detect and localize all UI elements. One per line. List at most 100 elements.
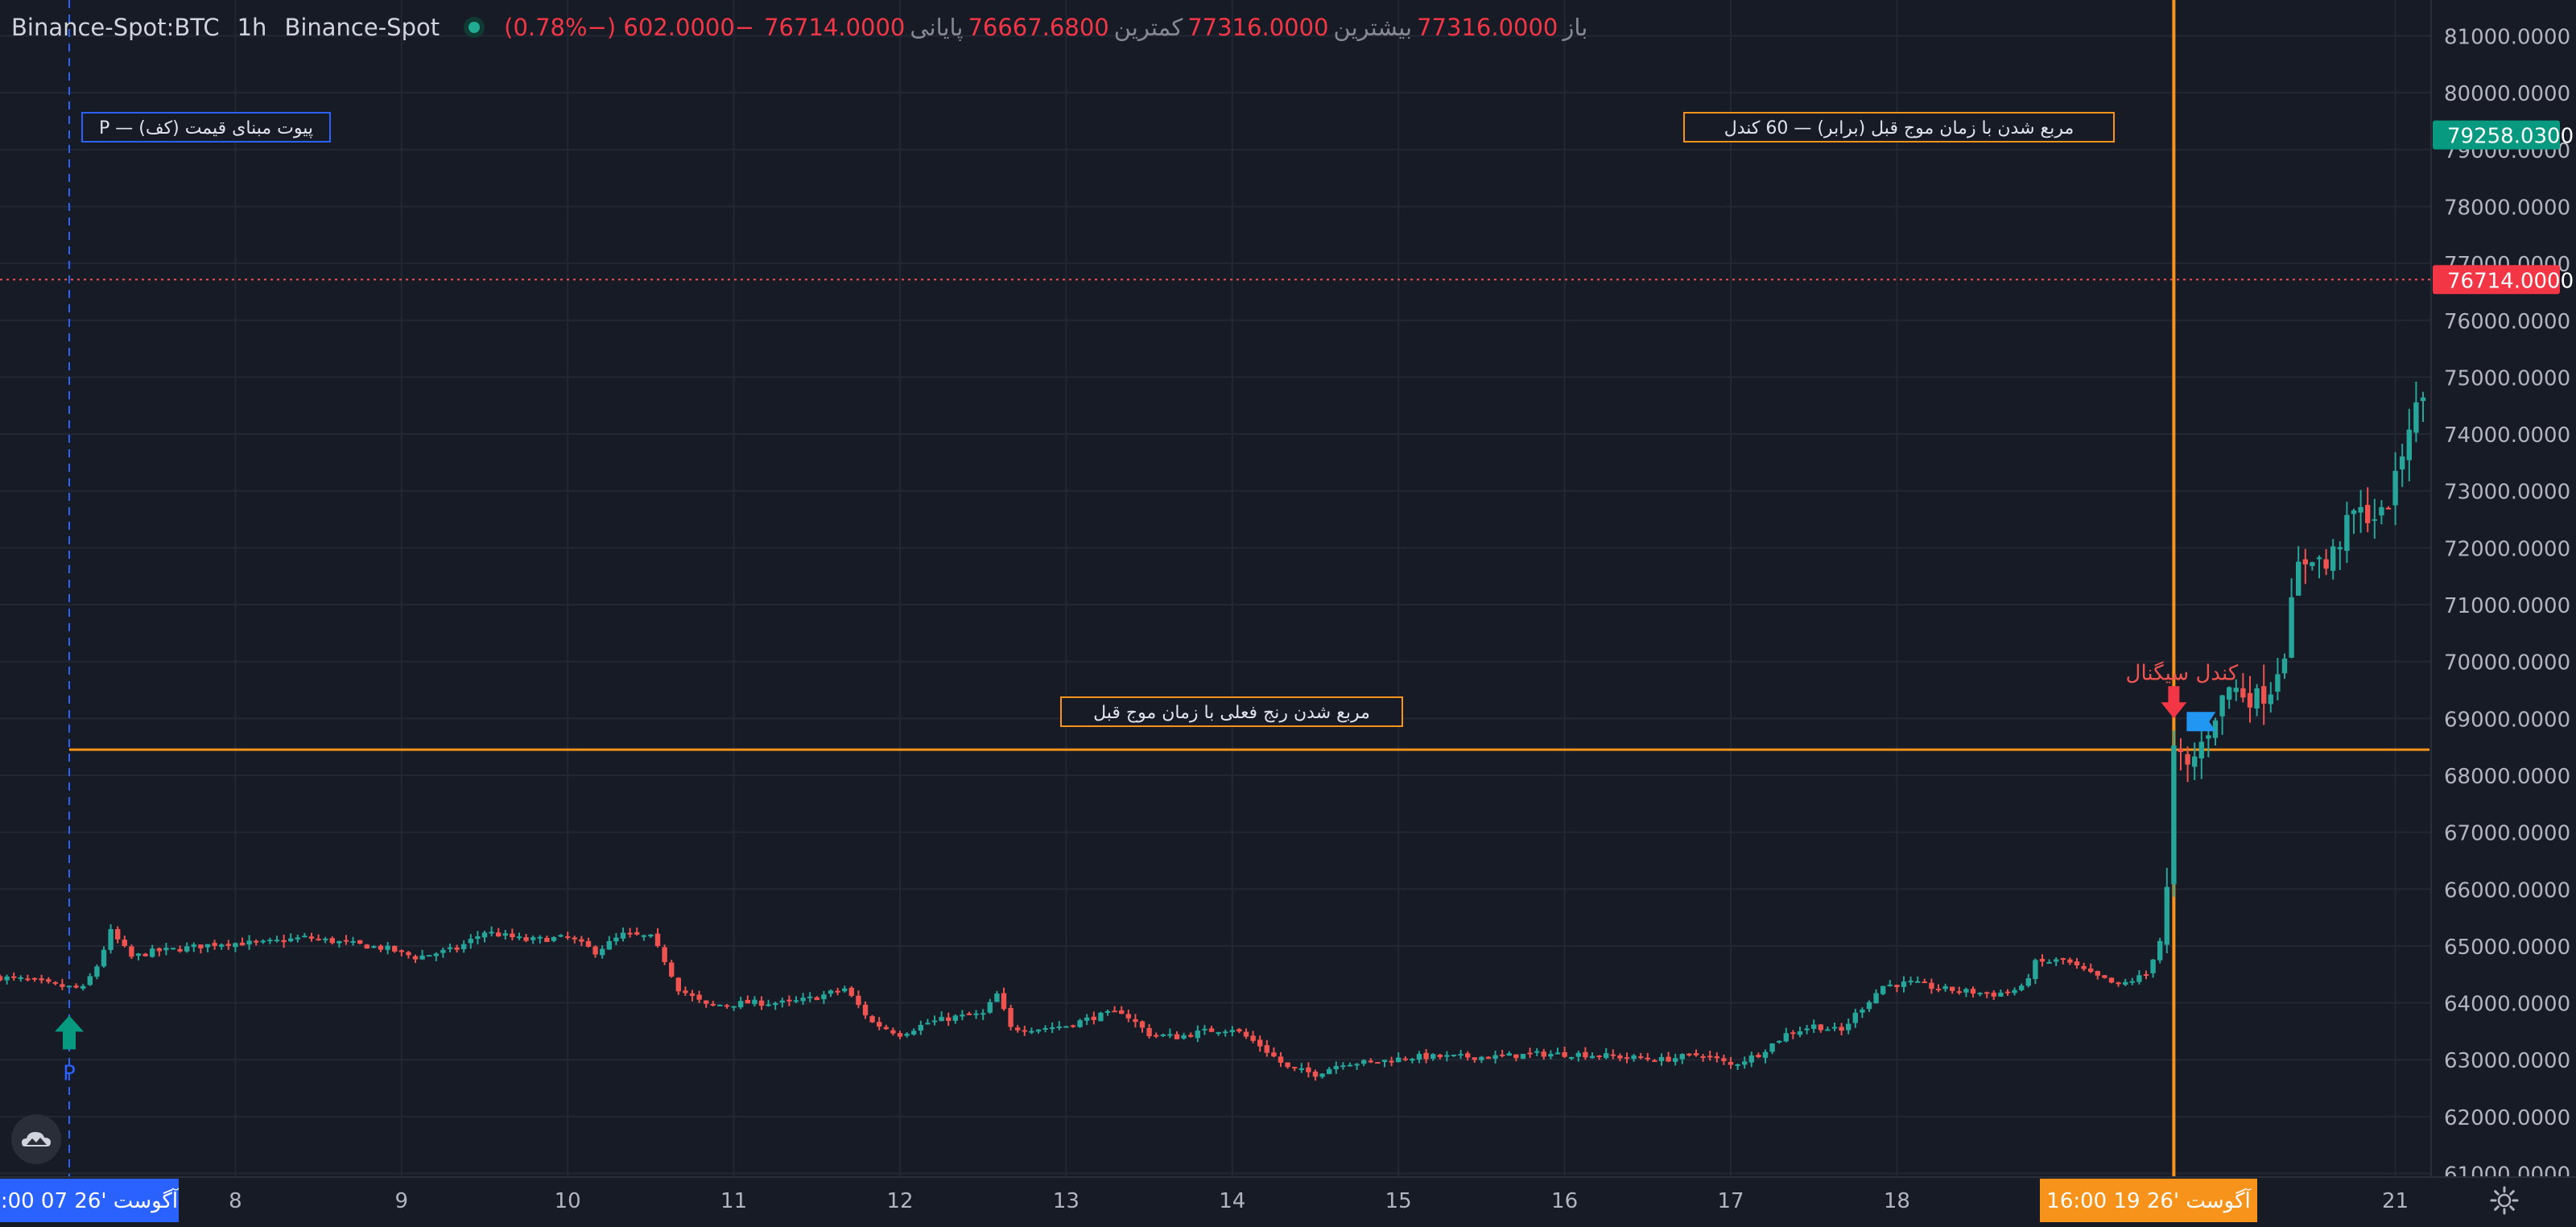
candle-body — [1908, 981, 1913, 983]
last-price-label: 79258.0300 — [2433, 120, 2574, 150]
candle-body — [364, 944, 369, 949]
candle-body — [1195, 1031, 1200, 1039]
candle-body — [1901, 981, 1907, 987]
candle-body — [2310, 562, 2315, 567]
time-tick-label: 18 — [1884, 1189, 1910, 1213]
time-tick-label: 13 — [1053, 1189, 1080, 1213]
candle-body — [1589, 1056, 1596, 1059]
candle-body — [1139, 1021, 1146, 1028]
candle-body — [2413, 402, 2419, 433]
candle-body — [2392, 470, 2398, 506]
candle-body — [115, 929, 121, 940]
candle-body — [0, 976, 3, 981]
data-source: Binance-Spot — [284, 14, 440, 41]
candle-body — [1243, 1031, 1249, 1037]
candle-body — [883, 1027, 889, 1030]
candle-body — [2088, 968, 2094, 973]
candle-body — [1666, 1056, 1671, 1062]
time-tick-label: 21 — [2382, 1189, 2409, 1213]
candle-body — [1929, 982, 1934, 989]
candle-body — [1056, 1026, 1062, 1028]
candle-body — [1216, 1032, 1221, 1035]
candle-body — [946, 1017, 952, 1022]
candle-body — [329, 938, 335, 944]
time-tick-label: 10 — [555, 1189, 581, 1213]
symbol-name[interactable]: Binance-Spot:BTC — [11, 14, 220, 41]
candle-body — [2289, 597, 2294, 658]
candle-body — [1693, 1053, 1699, 1056]
candle-body — [1991, 992, 1996, 997]
candle-body — [1679, 1054, 1685, 1060]
pivot-annotation-box[interactable]: پیوت مبنای قیمت (کف) — P — [81, 112, 331, 143]
candle-body — [1548, 1054, 1554, 1057]
signal-flag-icon — [2186, 712, 2216, 732]
price-axis[interactable]: 61000.000062000.000063000.000064000.0000… — [2430, 0, 2576, 1188]
candle-body — [323, 938, 328, 940]
candle-body — [1167, 1034, 1173, 1036]
candle-body — [1846, 1023, 1852, 1031]
candle-body — [2025, 978, 2031, 986]
crosshair-time-label-right: 16:00 19 آگوست '26 — [2040, 1179, 2257, 1222]
candle-body — [1104, 1010, 1111, 1013]
candle-body — [620, 932, 626, 939]
candle-body — [960, 1014, 965, 1017]
candle-body — [1298, 1068, 1304, 1071]
candle-body — [108, 929, 114, 950]
candle-body — [1035, 1029, 1042, 1032]
close-label: پایانی — [910, 14, 964, 41]
candle-body — [398, 950, 404, 952]
price-tick-label: 69000.0000 — [2444, 708, 2570, 732]
candle-body — [842, 988, 848, 992]
price-tick-label: 63000.0000 — [2444, 1049, 2570, 1073]
candle-body — [2171, 745, 2177, 885]
settings-gear-icon[interactable] — [2489, 1185, 2520, 1216]
candle-body — [46, 979, 52, 982]
candle-body — [2108, 977, 2115, 983]
candle-body — [2351, 510, 2357, 514]
candle-body — [163, 948, 169, 951]
candle-body — [1333, 1066, 1339, 1070]
candle-body — [239, 942, 246, 946]
candle-body — [142, 953, 148, 956]
logo-button[interactable] — [11, 1114, 61, 1164]
candle-body — [980, 1013, 986, 1015]
timeframe[interactable]: 1h — [237, 14, 267, 41]
candle-body — [1340, 1065, 1346, 1068]
svg-text:مربع شدن با زمان موج قبل (براب: مربع شدن با زمان موج قبل (برابر) — 60 کن… — [1724, 118, 2074, 138]
price-tick-label: 70000.0000 — [2444, 651, 2570, 675]
candle-body — [1935, 989, 1942, 991]
candle-body — [1416, 1054, 1422, 1060]
candle-body — [2004, 991, 2011, 994]
candle-body — [1970, 989, 1976, 994]
price-tick-label: 62000.0000 — [2444, 1106, 2570, 1130]
candle-body — [966, 1013, 972, 1015]
candle-body — [1748, 1055, 1754, 1063]
candle-body — [1645, 1057, 1650, 1060]
candle-body — [357, 940, 363, 944]
open-label: باز — [1563, 14, 1588, 41]
candle-body — [1707, 1056, 1713, 1058]
candle-body — [1264, 1045, 1269, 1053]
candle-body — [2275, 674, 2281, 692]
price-tick-label: 74000.0000 — [2444, 423, 2570, 448]
candle-body — [1292, 1067, 1298, 1069]
candle-body — [1977, 993, 1983, 995]
range-square-annotation-box[interactable]: مربع شدن رنج فعلی با زمان موج قبل — [1060, 696, 1403, 727]
candle-body — [1458, 1054, 1463, 1056]
candle-body — [516, 936, 522, 939]
candle-body — [1686, 1053, 1692, 1056]
candle-body — [1236, 1029, 1242, 1032]
candle-body — [406, 952, 411, 956]
time-axis[interactable]: 8 9 10 11 12 13 14 15 16 17 18 21:00 07 آگوست '26 16… — [0, 1176, 2576, 1224]
candle-body — [904, 1033, 910, 1036]
candle-body — [39, 978, 44, 981]
time-square-annotation-box[interactable]: مربع شدن با زمان موج قبل (برابر) — 60 کن… — [1683, 112, 2115, 143]
low-label: کمترین — [1113, 14, 1183, 41]
candle-body — [994, 993, 1000, 1002]
candle-body — [1112, 1010, 1117, 1013]
candle-body — [1825, 1029, 1831, 1031]
candle-body — [1050, 1027, 1055, 1030]
svg-text:79258.0300: 79258.0300 — [2447, 125, 2574, 149]
